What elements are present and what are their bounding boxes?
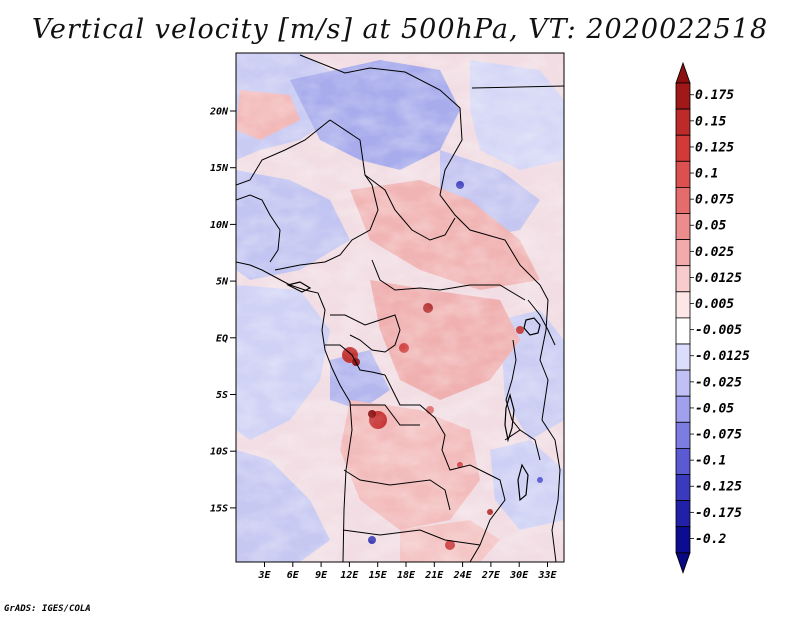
lon-tick-label: 3E bbox=[257, 570, 271, 581]
colorbar-label: -0.0125 bbox=[695, 349, 750, 364]
colorbar-label: -0.2 bbox=[695, 532, 726, 547]
lon-tick-label: 27E bbox=[481, 570, 501, 581]
velocity-field bbox=[236, 53, 564, 562]
lon-tick-label: 12E bbox=[340, 570, 359, 581]
lon-tick-label: 21E bbox=[424, 570, 444, 581]
lat-tick-label: 10S bbox=[210, 447, 228, 458]
colorbar-swatch bbox=[675, 343, 691, 371]
lon-tick-label: 33E bbox=[537, 570, 557, 581]
lon-tick-label: 9E bbox=[315, 570, 328, 581]
colorbar-label: 0.075 bbox=[695, 193, 734, 208]
grads-credit: GrADS: IGES/COLA bbox=[4, 604, 91, 614]
colorbar-label: 0.125 bbox=[695, 140, 734, 155]
colorbar-top-arrow bbox=[675, 61, 691, 84]
colorbar-swatch bbox=[675, 239, 691, 267]
lat-tick-label: 5N bbox=[216, 277, 229, 288]
lon-tick-label: 15E bbox=[369, 570, 388, 581]
latitude-axis: 20N 15N 10N 5N EQ 5S 10S 15S bbox=[209, 107, 236, 514]
colorbar: 0.175 0.15 0.125 0.1 0.075 0.05 0.025 0.0125 0.0… bbox=[675, 61, 750, 575]
lat-tick-label: 15S bbox=[210, 503, 228, 514]
colorbar-swatch bbox=[675, 108, 691, 136]
longitude-axis: 3E 6E 9E 12E 15E 18E 21E 24E 27E 30E 33E bbox=[257, 562, 558, 581]
colorbar-label: 0.175 bbox=[695, 88, 734, 103]
lat-tick-label: 10N bbox=[210, 220, 229, 231]
colorbar-swatch bbox=[675, 291, 691, 319]
colorbar-swatch bbox=[675, 447, 691, 475]
colorbar-swatch bbox=[675, 213, 691, 241]
colorbar-label: 0.15 bbox=[695, 114, 726, 129]
lat-tick-label: EQ bbox=[216, 333, 228, 344]
colorbar-swatch bbox=[675, 500, 691, 528]
colorbar-swatch bbox=[675, 160, 691, 188]
colorbar-swatch bbox=[675, 369, 691, 397]
colorbar-swatch bbox=[675, 317, 691, 345]
lat-tick-label: 5S bbox=[216, 390, 228, 401]
lat-tick-label: 20N bbox=[209, 107, 229, 118]
colorbar-label: 0.1 bbox=[695, 167, 718, 182]
colorbar-label: 0.025 bbox=[695, 245, 734, 260]
colorbar-label: 0.005 bbox=[695, 297, 734, 312]
colorbar-label: -0.125 bbox=[695, 480, 742, 495]
lon-tick-label: 30E bbox=[509, 570, 529, 581]
colorbar-label: -0.175 bbox=[695, 506, 742, 521]
chart-title: Vertical velocity [m/s] at 500hPa, VT: 2… bbox=[31, 14, 769, 45]
colorbar-swatch bbox=[675, 82, 691, 110]
colorbar-label: -0.1 bbox=[695, 454, 726, 469]
colorbar-swatch bbox=[675, 186, 691, 214]
lon-tick-label: 6E bbox=[287, 570, 300, 581]
colorbar-label: -0.005 bbox=[695, 323, 742, 338]
colorbar-swatch bbox=[675, 526, 691, 554]
colorbar-swatch bbox=[675, 421, 691, 449]
colorbar-label: -0.075 bbox=[695, 428, 742, 443]
colorbar-label: 0.05 bbox=[695, 219, 726, 234]
lat-tick-label: 15N bbox=[210, 163, 229, 174]
colorbar-swatch bbox=[675, 474, 691, 502]
colorbar-swatch bbox=[675, 134, 691, 162]
colorbar-label: -0.05 bbox=[695, 401, 734, 416]
colorbar-swatch bbox=[675, 395, 691, 423]
lon-tick-label: 24E bbox=[453, 570, 473, 581]
colorbar-label: -0.025 bbox=[695, 375, 742, 390]
map-frame bbox=[235, 52, 565, 563]
colorbar-bottom-arrow bbox=[675, 552, 691, 575]
colorbar-label: 0.0125 bbox=[695, 271, 742, 286]
lon-tick-label: 18E bbox=[397, 570, 416, 581]
colorbar-swatch bbox=[675, 265, 691, 293]
